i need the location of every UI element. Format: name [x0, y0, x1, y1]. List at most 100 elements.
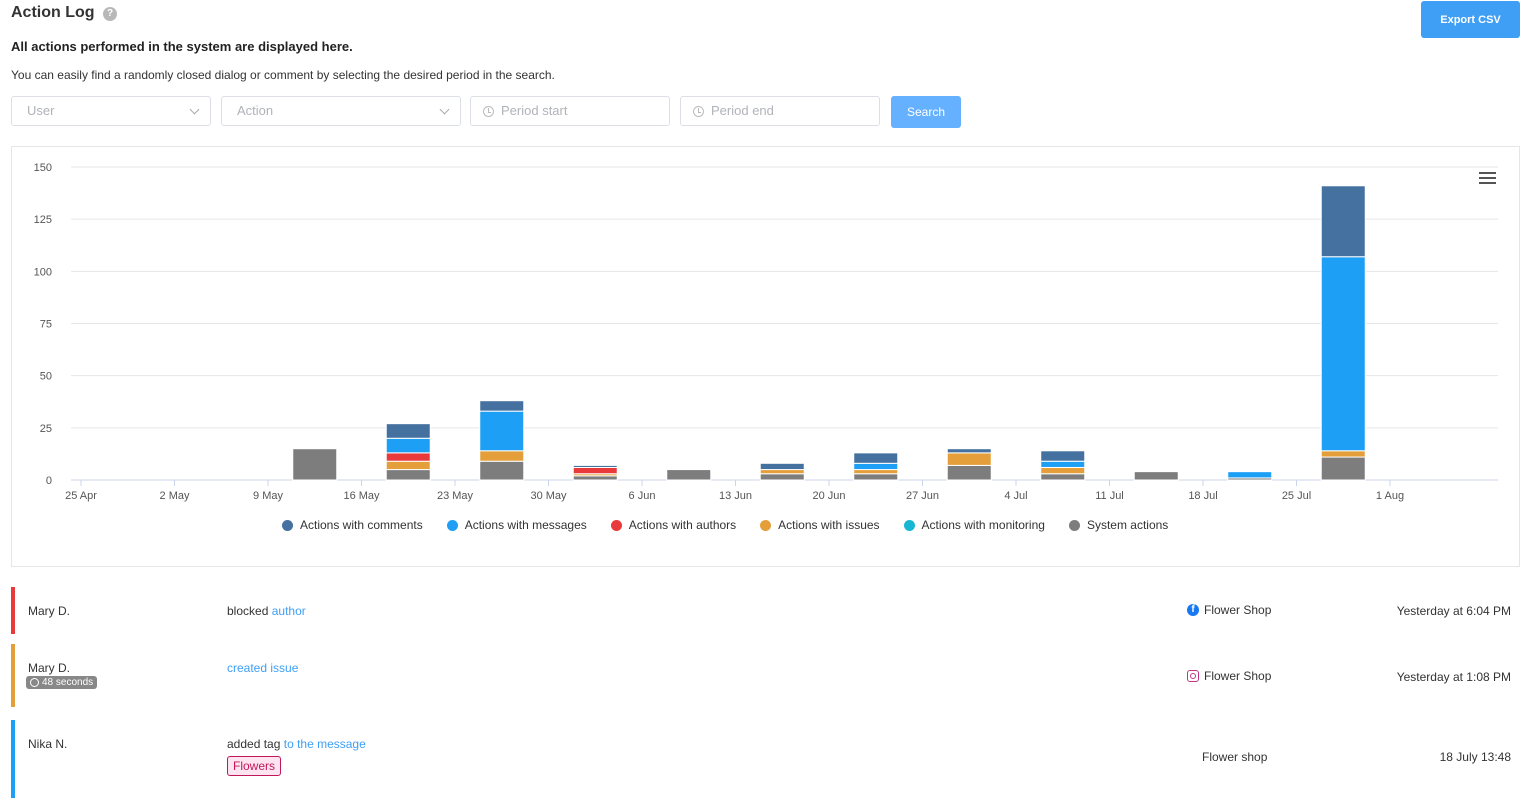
x-tick-label: 4 Jul — [1004, 490, 1027, 502]
clock-icon — [30, 678, 39, 687]
log-user: Mary D. — [28, 604, 70, 618]
log-action-link[interactable]: author — [271, 604, 306, 618]
legend-marker-icon — [903, 519, 915, 531]
legend-item[interactable]: System actions — [1068, 518, 1168, 532]
tag-badge[interactable]: Flowers — [227, 756, 282, 776]
legend-item[interactable]: Actions with issues — [760, 518, 880, 532]
action-select[interactable]: Action — [221, 96, 461, 126]
legend-item[interactable]: Actions with comments — [282, 518, 423, 532]
period-end-placeholder: Period end — [711, 103, 774, 118]
chart-bar — [292, 448, 338, 481]
period-start-placeholder: Period start — [501, 103, 568, 118]
export-csv-button[interactable]: Export CSV — [1421, 1, 1520, 38]
chart-bar — [759, 473, 805, 481]
x-tick-label: 25 Apr — [65, 490, 97, 502]
legend-item[interactable]: Actions with messages — [446, 518, 587, 532]
legend-marker-icon — [760, 519, 772, 531]
legend-marker-icon — [610, 519, 622, 531]
legend-item[interactable]: Actions with authors — [610, 518, 737, 532]
chart-bar — [1040, 450, 1086, 462]
x-tick-label: 23 May — [437, 490, 474, 502]
y-tick-label: 100 — [34, 266, 52, 278]
chart-bar — [572, 466, 618, 475]
log-source: Flower shop — [1202, 750, 1267, 764]
chevron-down-icon — [189, 104, 200, 115]
help-icon[interactable]: ? — [103, 7, 117, 21]
log-status-bar — [11, 644, 15, 707]
log-source-name: Flower Shop — [1204, 669, 1272, 683]
chart-bar — [853, 469, 899, 475]
chart-bar — [1040, 460, 1086, 468]
chart-bar — [946, 464, 992, 481]
log-status-bar — [11, 720, 15, 798]
search-button[interactable]: Search — [891, 96, 961, 128]
chart-bar — [759, 462, 805, 471]
duration-badge: 48 seconds — [26, 676, 98, 689]
chart-bar — [853, 473, 899, 481]
chart-bar — [1320, 456, 1366, 481]
user-select-placeholder: User — [27, 103, 55, 118]
period-start-input[interactable]: Period start — [470, 96, 670, 126]
legend-item[interactable]: Actions with monitoring — [903, 518, 1045, 532]
x-tick-label: 2 May — [160, 490, 190, 502]
chart-menu-icon[interactable] — [1479, 172, 1496, 186]
chart-bar — [572, 475, 618, 481]
period-end-input[interactable]: Period end — [680, 96, 880, 126]
x-tick-label: 20 Jun — [812, 490, 845, 502]
log-source: f Flower Shop — [1187, 603, 1271, 617]
x-tick-label: 30 May — [530, 490, 567, 502]
chart-bar — [385, 460, 431, 471]
chart-bar — [1227, 471, 1273, 479]
actions-chart: 0 25 50 75 100 125 150 25 Apr 2 May 9 May 16 May 23… — [34, 162, 1498, 502]
log-user: Mary D. — [28, 661, 70, 675]
log-user: Nika N. — [28, 737, 68, 751]
user-select[interactable]: User — [11, 96, 211, 126]
chart-bar — [853, 452, 899, 464]
log-time: Yesterday at 1:08 PM — [1396, 670, 1511, 684]
chart-legend: Actions with comments Actions with messag… — [282, 518, 1168, 532]
log-source-name: Flower Shop — [1204, 603, 1272, 617]
y-tick-label: 150 — [34, 162, 52, 174]
x-tick-label: 1 Aug — [1376, 490, 1404, 502]
chart-bar — [385, 452, 431, 462]
legend-label: Actions with authors — [628, 518, 737, 532]
page-subtitle: All actions performed in the system are … — [11, 39, 353, 54]
chart-bar — [666, 469, 712, 481]
clock-icon — [483, 106, 494, 117]
legend-label: Actions with issues — [778, 518, 880, 532]
legend-label: Actions with messages — [464, 518, 587, 532]
x-tick-label: 13 Jun — [719, 490, 752, 502]
log-source: Flower Shop — [1187, 669, 1271, 683]
log-action-link[interactable]: created issue — [227, 661, 299, 675]
chart-bar — [946, 452, 992, 466]
page-title: Action Log — [11, 4, 95, 21]
instagram-icon — [1187, 670, 1199, 682]
x-tick-label: 6 Jun — [629, 490, 656, 502]
y-tick-label: 25 — [40, 423, 52, 435]
action-select-placeholder: Action — [237, 103, 274, 118]
log-time: 18 July 13:48 — [1439, 750, 1511, 764]
chart-bar — [385, 437, 431, 454]
chart-bar — [479, 450, 525, 462]
duration-text: 48 seconds — [42, 677, 94, 688]
y-tick-label: 50 — [40, 371, 52, 383]
chart-bar — [1320, 256, 1366, 452]
log-action-link[interactable]: to the message — [283, 737, 366, 751]
chart-bar — [853, 462, 899, 471]
log-row[interactable]: Mary D. blocked author f Flower Shop Yes… — [11, 587, 1521, 634]
log-action-text: added tag — [227, 737, 281, 751]
chart-bar — [1133, 471, 1179, 481]
log-action: blocked author — [227, 604, 306, 618]
chart-bar — [1320, 450, 1366, 458]
x-tick-label: 18 Jul — [1188, 490, 1217, 502]
log-row[interactable]: Mary D. 48 seconds created issue Flower … — [11, 644, 1521, 707]
chart-bar — [572, 464, 618, 468]
chart-bar — [1320, 185, 1366, 258]
log-action: added tag to the message — [227, 737, 366, 751]
page-description: You can easily find a randomly closed di… — [11, 68, 555, 82]
log-source-name: Flower shop — [1202, 750, 1268, 764]
log-row[interactable]: Nika N. added tag to the message Flowers… — [11, 720, 1521, 798]
chart-container: 0 25 50 75 100 125 150 25 Apr 2 May 9 May 16 May 23… — [11, 146, 1520, 567]
chart-bar — [479, 400, 525, 412]
legend-label: Actions with monitoring — [921, 518, 1045, 532]
